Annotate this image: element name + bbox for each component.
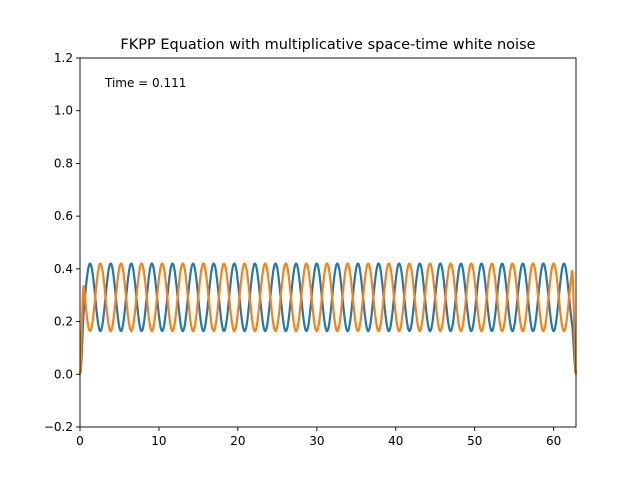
- y-tick-label: 0.2: [54, 315, 73, 329]
- x-axis: 0 10 20 30 40 50 60: [76, 427, 561, 448]
- x-tick-label: 30: [309, 434, 324, 448]
- y-tick-label: 1.0: [54, 104, 73, 118]
- x-tick-label: 50: [467, 434, 482, 448]
- x-tick-label: 20: [230, 434, 245, 448]
- y-tick-label: 1.2: [54, 51, 73, 65]
- y-tick-label: −0.2: [44, 420, 73, 434]
- x-tick-label: 40: [388, 434, 403, 448]
- y-tick-label: 0.8: [54, 156, 73, 170]
- plot-area: 0 10 20 30 40 50 60 −0.2 0.0 0.2 0.4 0.6 0.8 1.0 1.2: [44, 51, 578, 448]
- y-tick-label: 0.4: [54, 262, 73, 276]
- x-tick-label: 0: [76, 434, 84, 448]
- time-annotation: Time = 0.111: [104, 76, 186, 90]
- series-layer: [78, 262, 578, 375]
- series-1-line: [78, 262, 578, 375]
- x-tick-label: 10: [151, 434, 166, 448]
- plot-frame: [79, 57, 577, 428]
- y-tick-label: 0.0: [54, 367, 73, 381]
- y-axis: −0.2 0.0 0.2 0.4 0.6 0.8 1.0 1.2: [44, 51, 80, 434]
- series-2-line: [78, 262, 578, 375]
- chart-title: FKPP Equation with multiplicative space-…: [120, 37, 535, 53]
- x-tick-label: 60: [546, 434, 561, 448]
- y-tick-label: 0.6: [54, 209, 73, 223]
